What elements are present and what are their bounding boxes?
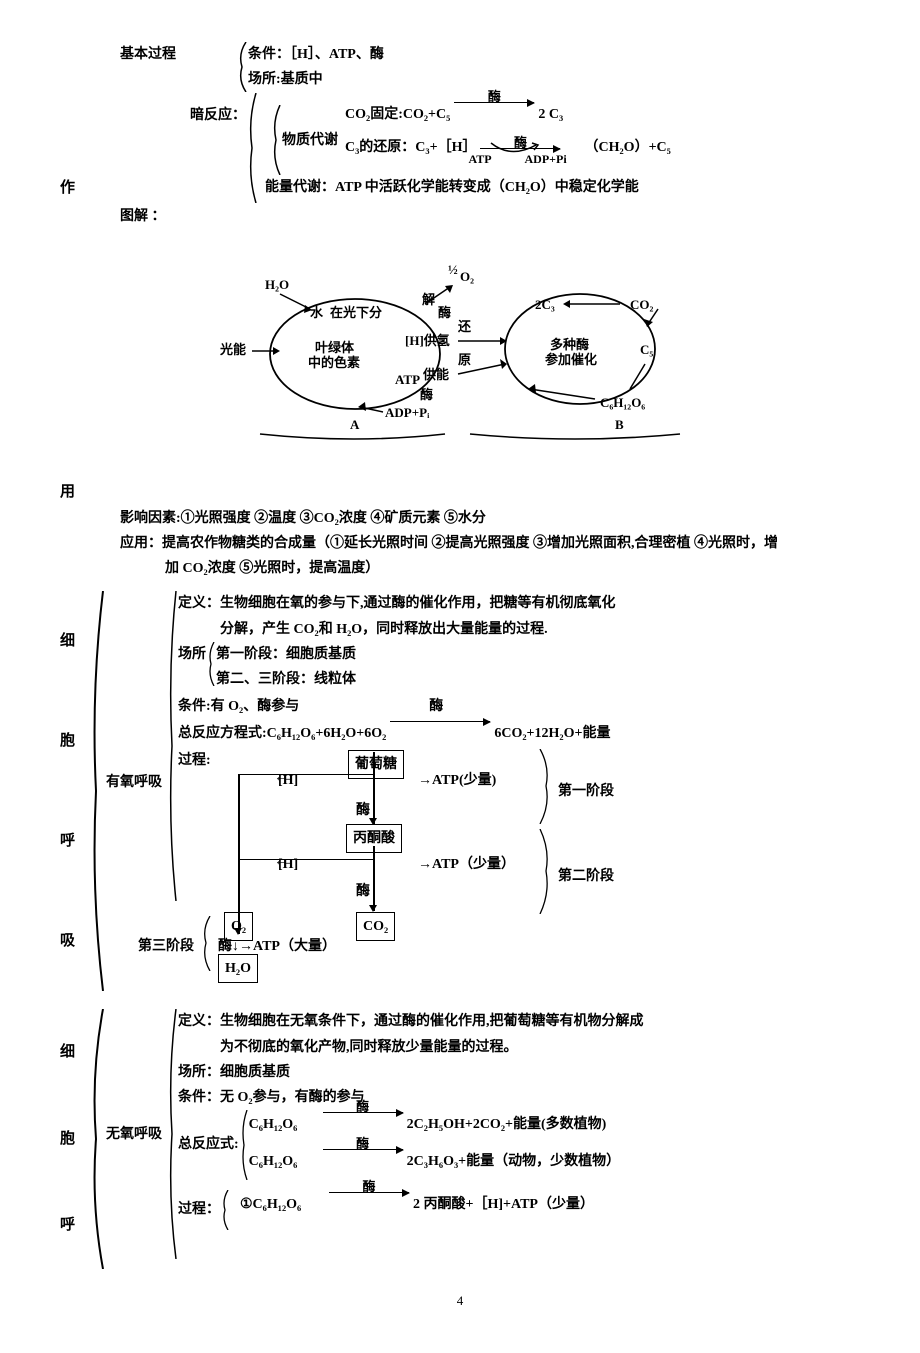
brace-icon (88, 1009, 106, 1269)
atp-label: ATP (468, 149, 491, 171)
enzyme-label: 酶 (329, 1175, 409, 1198)
diagram-label: 图解 ： (120, 204, 860, 229)
eq-label: 总反应式: (178, 1132, 239, 1157)
eq2-right: 2C₃H₆O₃+能量（动物，少数植物） (407, 1149, 620, 1174)
svg-text:参加催化: 参加催化 (545, 352, 597, 367)
aerobic-cond: 条件:有 O₂、酶参与 (178, 694, 299, 719)
brace-icon (239, 1110, 249, 1180)
svg-text:B: B (615, 417, 624, 432)
enzyme-label: 酶 (356, 798, 370, 823)
reduce-result: （CH₂O）+C₅ (584, 135, 670, 160)
svg-text:O₂: O₂ (460, 269, 474, 284)
brace-icon (270, 105, 282, 175)
svg-text:叶绿体: 叶绿体 (315, 340, 355, 355)
anaerobic-cond: 条件：无 O₂参与，有酶的参与 (178, 1085, 644, 1110)
process1-left: ①C₆H₁₂O₆ (240, 1192, 325, 1217)
atp-small-2: →ATP（少量） (418, 852, 515, 877)
svg-text:还: 还 (457, 319, 472, 334)
anaerobic-def1: 定义：生物细胞在无氧条件下，通过酶的催化作用,把葡萄糖等有机物分解成 (178, 1009, 644, 1034)
brace-icon (236, 42, 248, 92)
vertical-label-aerobic: 细胞呼吸 (60, 591, 80, 991)
application-line2: 加 CO₂浓度 ⑤光照时，提高温度） (165, 556, 860, 581)
basic-process-label: 基本过程 (120, 42, 176, 67)
zuo-char: 作 (60, 175, 75, 202)
svg-text:ATP: ATP (395, 372, 420, 387)
place-label: 场所 (178, 642, 206, 692)
c3-reduce-eq: C₃的还原：C₃+［H］ (345, 135, 476, 160)
process1-right: 2 丙酮酸+［H]+ATP（少量） (413, 1192, 594, 1217)
svg-text:2C₃: 2C₃ (535, 297, 555, 312)
svg-text:供能: 供能 (422, 367, 449, 382)
anaerobic-place: 场所：细胞质基质 (178, 1060, 644, 1085)
svg-text:原: 原 (458, 352, 471, 367)
svg-text:光能: 光能 (219, 342, 246, 357)
application-line1: 应用：提高农作物糖类的合成量（①延长光照时间 ②提高光照强度 ③增加光照面积,合… (120, 531, 860, 556)
svg-text:½: ½ (448, 262, 458, 277)
brace-icon (88, 591, 106, 991)
svg-text:水: 水 (310, 305, 324, 320)
aerobic-eq-result: 6CO₂+12H₂O+能量 (494, 721, 610, 746)
svg-text:H₂O: H₂O (265, 277, 289, 292)
atp-small-1: →ATP(少量) (418, 768, 496, 793)
stage3-label: 第三阶段 (138, 934, 194, 959)
brace-icon (246, 93, 258, 203)
anaerobic-def2: 为不彻底的氧化产物,同时释放少量能量的过程。 (220, 1035, 644, 1060)
eq1-right: 2C₂H₅OH+2CO₂+能量(多数植物) (407, 1112, 607, 1137)
svg-text:A: A (350, 417, 360, 432)
svg-text:多种酶: 多种酶 (550, 337, 589, 352)
vertical-label-anaerobic: 细胞呼 (60, 1009, 80, 1269)
eq2-left: C₆H₁₂O₆ (249, 1149, 319, 1174)
svg-text:酶: 酶 (420, 387, 433, 402)
aerobic-def1: 定义：生物细胞在氧的参与下,通过酶的催化作用，把糖等有机彻底氧化 (178, 591, 616, 616)
brace-icon (166, 591, 178, 901)
adp-label: ADP+Pi (524, 149, 566, 171)
aerobic-equation: 总反应方程式:C₆H₁₂O₆+6H₂O+6O₂ (178, 721, 386, 746)
co2-fix-result: 2 C₃ (538, 102, 563, 127)
brace-icon (200, 916, 212, 971)
factors-text: 影响因素:①光照强度 ②温度 ③CO₂浓度 ④矿质元素 ⑤水分 (120, 506, 860, 531)
process-label: 过程： (178, 1197, 220, 1222)
brace-icon (538, 749, 552, 824)
co2-fix-eq: CO₂固定:CO₂+C₅ (345, 102, 450, 127)
svg-text:解: 解 (421, 292, 435, 307)
svg-text:在光下分: 在光下分 (330, 305, 382, 320)
yong-char: 用 (60, 479, 860, 506)
svg-text:[H]供氢: [H]供氢 (405, 333, 450, 348)
svg-text:CO₂: CO₂ (630, 297, 654, 312)
eq1-left: C₆H₁₂O₆ (249, 1112, 319, 1137)
brace-icon (220, 1190, 230, 1230)
place-stage1: 第一阶段：细胞质基质 (216, 642, 356, 667)
aerobic-type: 有氧呼吸 (106, 770, 162, 795)
place-text: 场所:基质中 (248, 72, 323, 87)
stage2-label: 第二阶段 (558, 864, 614, 889)
brace-icon (166, 1009, 178, 1259)
brace-icon (538, 829, 552, 914)
svg-text:中的色素: 中的色素 (308, 355, 360, 370)
svg-text:ADP+Pᵢ: ADP+Pᵢ (385, 405, 430, 420)
metabolism-label: 物质代谢 (282, 128, 338, 153)
energy-metab-text: 能量代谢：ATP 中活跃化学能转变成（CH₂O）中稳定化学能 (265, 175, 639, 200)
stage1-label: 第一阶段 (558, 779, 614, 804)
aerobic-def2: 分解，产生 CO₂和 H₂O，同时释放出大量能量的过程. (220, 617, 616, 642)
h2o-box: H₂O (218, 954, 258, 983)
place-stage23: 第二、三阶段：线粒体 (216, 667, 356, 692)
co2-box: CO₂ (356, 912, 395, 941)
svg-text:酶: 酶 (438, 305, 451, 320)
condition-text: 条件：［H］、ATP、酶 (248, 47, 384, 62)
enzyme-label: 酶 (323, 1132, 403, 1155)
photosynthesis-diagram: H₂O ½O₂ 水 在光下分 解 酶 光能 叶绿体 中的色素 [H]供氢 还 原… (210, 249, 710, 459)
enzyme-label: 酶 (323, 1095, 403, 1118)
svg-text:C₅: C₅ (640, 342, 653, 357)
enzyme-label: 酶 (454, 85, 534, 108)
svg-text:C₆H₁₂O₆: C₆H₁₂O₆ (600, 395, 645, 410)
enzyme-label: 酶 (356, 879, 370, 904)
page-number: 4 (60, 1289, 860, 1312)
anaerobic-type: 无氧呼吸 (106, 1122, 162, 1147)
brace-icon (206, 642, 216, 686)
enzyme-label: 酶 (429, 694, 443, 719)
dark-reaction-label: 暗反应： (190, 103, 246, 128)
